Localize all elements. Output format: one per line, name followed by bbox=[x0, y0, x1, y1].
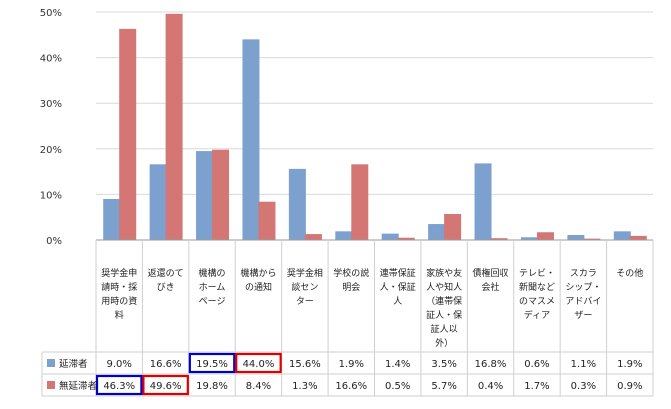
y-tick-label: 40% bbox=[40, 54, 62, 65]
legend-label: 無延滞者 bbox=[59, 380, 97, 392]
data-label: 16.6% bbox=[335, 381, 367, 392]
data-label: 1.4% bbox=[385, 359, 410, 370]
bar bbox=[613, 231, 631, 240]
legend-swatch bbox=[47, 381, 55, 389]
bar bbox=[490, 238, 508, 240]
bar bbox=[212, 149, 230, 240]
bar bbox=[428, 224, 446, 240]
category-label: 家族や友人や知人（連帯保証人・保証人以外） bbox=[426, 267, 462, 349]
category-label: 機構からの通知 bbox=[240, 267, 276, 293]
y-tick-label: 50% bbox=[40, 8, 62, 19]
data-label: 1.9% bbox=[339, 359, 364, 370]
highlight-box bbox=[95, 374, 143, 396]
bar bbox=[536, 232, 554, 240]
category-label: 学校の説明会 bbox=[333, 267, 369, 293]
bar bbox=[335, 231, 353, 240]
data-label: 1.9% bbox=[617, 359, 642, 370]
data-label: 1.7% bbox=[524, 381, 549, 392]
y-tick-label: 30% bbox=[40, 99, 62, 110]
bar bbox=[351, 164, 369, 240]
category-label: テレビ・新聞などのマスメディア bbox=[519, 268, 555, 321]
data-label: 1.3% bbox=[292, 381, 317, 392]
bar bbox=[583, 238, 601, 240]
bar bbox=[629, 235, 647, 240]
bar bbox=[103, 198, 121, 240]
data-label: 0.3% bbox=[571, 381, 596, 392]
data-label: 0.4% bbox=[478, 381, 503, 392]
data-label: 0.5% bbox=[385, 381, 410, 392]
data-label: 0.6% bbox=[524, 359, 549, 370]
category-label: 機構のホームページ bbox=[199, 267, 226, 307]
bar bbox=[196, 151, 214, 240]
category-label: スカラシップ・アドバイザー bbox=[565, 268, 601, 321]
category-label: その他 bbox=[616, 267, 643, 279]
bar bbox=[444, 214, 462, 240]
bar bbox=[242, 39, 260, 240]
y-tick-label: 20% bbox=[40, 145, 62, 156]
bar bbox=[397, 237, 415, 240]
legend-label: 延滞者 bbox=[59, 358, 88, 370]
bar bbox=[258, 201, 276, 240]
data-label: 16.6% bbox=[150, 359, 182, 370]
legend-swatch bbox=[47, 359, 55, 367]
highlight-box bbox=[235, 352, 282, 374]
data-label: 5.7% bbox=[431, 381, 456, 392]
data-label: 44.0% bbox=[243, 359, 275, 370]
data-label: 9.0% bbox=[107, 359, 132, 370]
category-label: 連帯保証人・保証人 bbox=[380, 267, 416, 307]
bar bbox=[165, 13, 183, 240]
category-label: 奨学金申請時・採用時の資料 bbox=[101, 267, 137, 321]
data-label: 16.8% bbox=[475, 359, 507, 370]
bar bbox=[567, 234, 585, 240]
data-label: 19.8% bbox=[196, 381, 228, 392]
category-label: 返還のてびき bbox=[148, 267, 184, 293]
bar bbox=[381, 233, 399, 240]
data-label: 15.6% bbox=[289, 359, 321, 370]
category-label: 奨学金相談センター bbox=[287, 267, 323, 307]
data-label: 8.4% bbox=[246, 381, 271, 392]
data-label: 0.9% bbox=[617, 381, 642, 392]
data-label: 3.5% bbox=[431, 359, 456, 370]
bar bbox=[149, 164, 167, 240]
bar bbox=[474, 163, 492, 240]
y-tick-label: 0% bbox=[46, 236, 62, 247]
category-label: 債権回収会社 bbox=[473, 267, 509, 293]
bar bbox=[520, 237, 538, 240]
data-label: 19.5% bbox=[196, 359, 228, 370]
data-label: 1.1% bbox=[571, 359, 596, 370]
bar bbox=[119, 28, 137, 241]
y-tick-label: 10% bbox=[40, 190, 62, 201]
bar bbox=[304, 234, 322, 240]
bar bbox=[288, 168, 306, 240]
data-label: 49.6% bbox=[150, 381, 182, 392]
data-label: 46.3% bbox=[103, 381, 135, 392]
highlight-box bbox=[188, 352, 236, 374]
highlight-box bbox=[142, 374, 189, 396]
